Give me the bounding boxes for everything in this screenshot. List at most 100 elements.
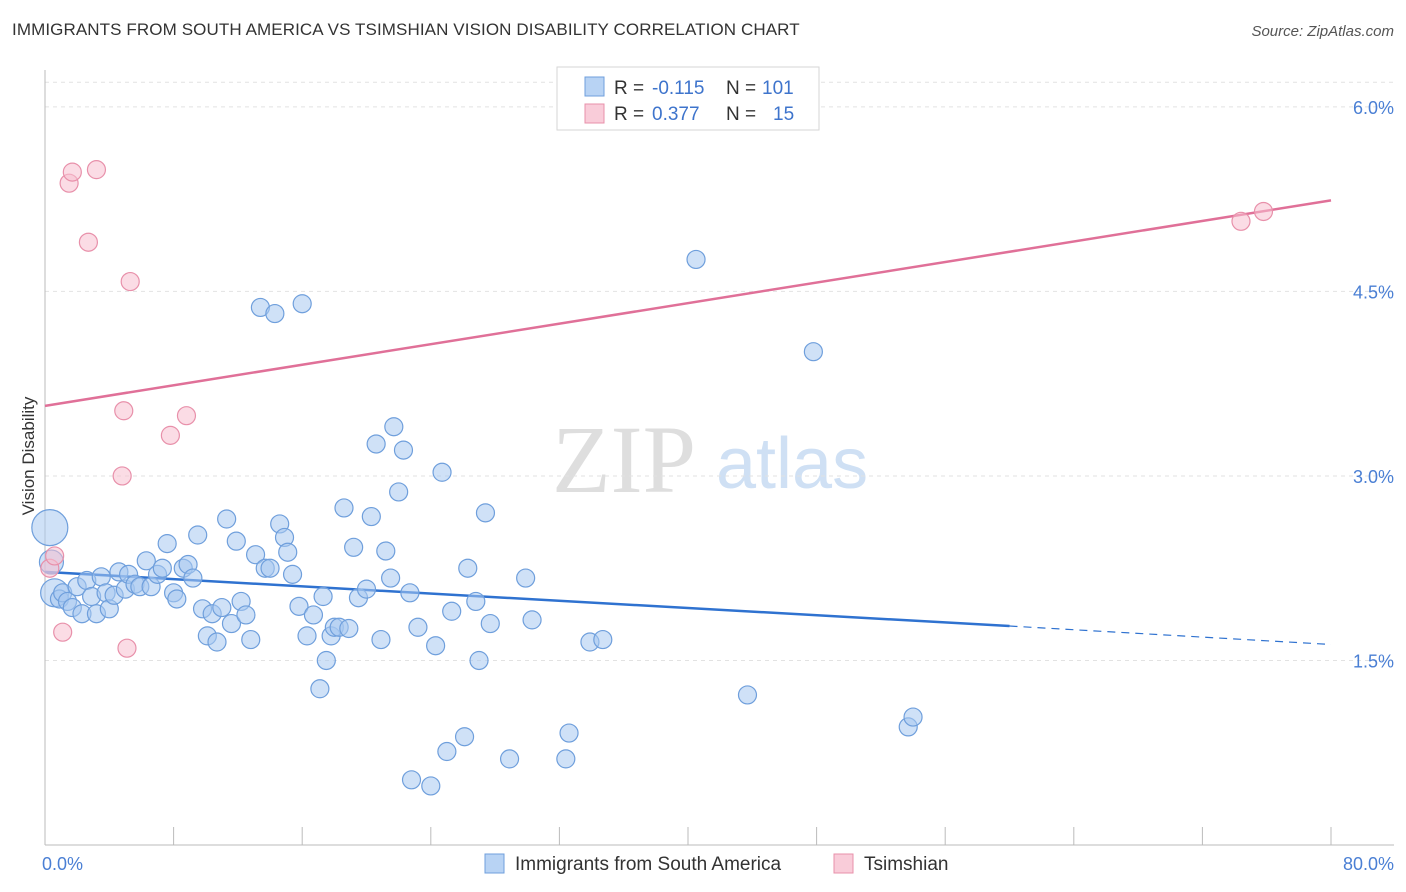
legend-n-value-1: 101 [762,78,794,99]
trend-line-south-america [44,570,1010,628]
point-south-america [381,568,401,588]
point-south-america [236,605,256,625]
point-south-america [167,589,187,609]
point-tsimshian [117,638,137,658]
point-south-america [475,503,496,523]
point-south-america [903,707,923,727]
watermark-atlas: atlas [716,424,868,504]
point-south-america [458,558,478,578]
legend-n-label-1: N = [726,78,756,99]
trend-line-south-america-extension [1009,625,1332,646]
legend-r-value-2: 0.377 [652,104,700,125]
point-south-america [499,749,520,769]
point-south-america [226,531,246,551]
y-tick-label: 6.0% [1353,98,1394,118]
legend-swatch-pink [584,103,605,124]
point-south-america [282,564,303,584]
point-tsimshian [176,406,197,426]
point-south-america [356,579,377,599]
point-south-america [303,605,324,625]
legend-swatch-blue [584,76,605,97]
point-south-america [516,568,536,588]
point-south-america [292,294,312,314]
trend-line-tsimshian [44,199,1332,408]
point-south-america [408,617,428,637]
point-south-america [376,541,396,561]
correlation-legend: R = -0.115 N = 101 R = 0.377 N = 15 [556,66,820,131]
series-tsimshian-points [40,160,1274,658]
axes: 1.5% 3.0% 4.5% 6.0% [44,70,1394,846]
x-tick-label-min: 0.0% [42,854,83,874]
point-south-america [265,303,285,324]
watermark: ZIP atlas [552,406,868,513]
point-tsimshian [112,466,132,486]
point-south-america [157,534,177,554]
legend-r-label-1: R = [614,78,644,99]
watermark-zip: ZIP [552,406,696,513]
series-legend: Immigrants from South America Tsimshian [484,853,948,875]
point-tsimshian [114,401,134,421]
point-south-america [188,525,208,545]
point-tsimshian [1231,211,1251,231]
legend-n-label-2: N = [726,104,756,125]
point-south-america [297,626,317,646]
point-south-america [442,601,462,621]
point-tsimshian [160,425,180,445]
point-south-america [278,542,298,562]
point-south-america [241,629,261,650]
point-south-america [339,618,359,639]
point-south-america [559,723,579,743]
bottom-legend-swatch-blue [484,853,505,874]
point-south-america [289,596,309,616]
point-south-america [212,597,232,618]
point-south-america [384,417,404,437]
point-south-america [556,749,576,769]
point-south-america [245,545,266,565]
point-south-america [737,685,758,705]
point-south-america [344,537,364,557]
point-south-america [31,509,69,547]
point-south-america [480,613,500,634]
bottom-legend-swatch-pink [833,853,854,874]
point-tsimshian [53,622,73,642]
point-south-america [221,613,242,634]
point-south-america [260,558,280,578]
point-tsimshian [45,546,65,566]
bottom-legend-label-2: Tsimshian [864,854,948,875]
legend-r-label-2: R = [614,104,644,125]
point-tsimshian [62,162,82,182]
point-south-america [152,558,172,578]
y-axis-title: Vision Disability [19,396,38,515]
bottom-legend-label-1: Immigrants from South America [515,854,782,875]
point-south-america [91,567,111,587]
point-south-america [401,770,422,790]
point-south-america [207,632,227,652]
point-south-america [183,568,203,588]
point-south-america [466,591,486,612]
point-south-america [389,482,409,502]
point-south-america [686,249,706,270]
chart-source: Source: ZipAtlas.com [1251,23,1394,40]
point-south-america [803,342,823,362]
point-south-america [593,629,613,650]
point-south-america [454,727,475,747]
point-south-america [426,636,446,656]
legend-r-value-1: -0.115 [652,78,704,99]
point-south-america [393,440,414,460]
point-south-america [313,586,333,607]
point-south-america [437,741,457,762]
series-south-america-points [31,249,923,796]
gridlines [45,81,1394,661]
legend-n-value-2: 15 [773,104,794,125]
point-south-america [136,551,156,571]
trend-lines [44,199,1332,646]
point-south-america [522,610,542,630]
point-tsimshian [1253,201,1274,222]
point-south-america [400,583,420,603]
point-south-america [310,679,330,699]
y-tick-label: 3.0% [1353,467,1394,487]
point-south-america [371,629,391,650]
point-south-america [421,776,441,796]
point-south-america [334,498,354,518]
